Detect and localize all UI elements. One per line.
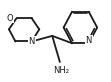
Text: NH₂: NH₂ xyxy=(53,66,69,75)
Text: N: N xyxy=(29,37,35,46)
Text: O: O xyxy=(7,14,13,23)
Text: N: N xyxy=(86,36,92,45)
